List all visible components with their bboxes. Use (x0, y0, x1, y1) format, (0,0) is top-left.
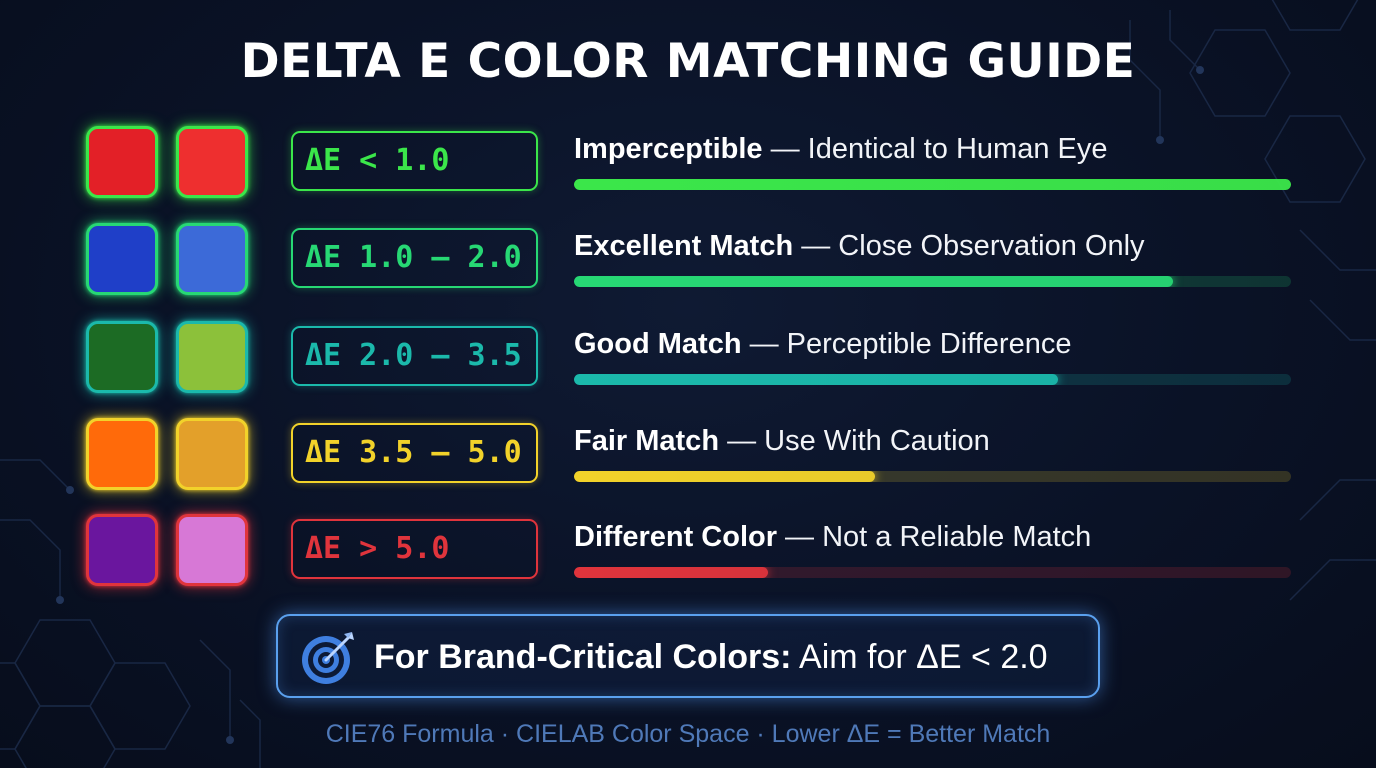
delta-e-range-badge: ΔE < 1.0 (291, 131, 538, 191)
swatch-reference (86, 514, 158, 586)
rating-row-imperceptible: ΔE < 1.0 Imperceptible — Identical to Hu… (0, 126, 1376, 206)
rating-detail: — Use With Caution (719, 425, 990, 457)
footer-note: CIE76 Formula · CIELAB Color Space · Low… (325, 720, 1051, 748)
callout-rest-text: Aim for ΔE < 2.0 (791, 638, 1048, 676)
rating-row-good: ΔE 2.0 – 3.5 Good Match — Perceptible Di… (0, 321, 1376, 401)
rating-bar-fill (574, 567, 768, 578)
rating-bar-fill (574, 471, 876, 482)
rating-row-excellent: ΔE 1.0 – 2.0 Excellent Match — Close Obs… (0, 223, 1376, 303)
rating-detail: — Not a Reliable Match (777, 521, 1092, 553)
callout-text: For Brand-Critical Colors: Aim for ΔE < … (374, 638, 1048, 677)
swatch-sample (176, 321, 248, 393)
rating-detail: — Identical to Human Eye (762, 133, 1108, 165)
swatch-sample (176, 223, 248, 295)
rating-row-fair: ΔE 3.5 – 5.0 Fair Match — Use With Cauti… (0, 418, 1376, 498)
swatch-reference (86, 223, 158, 295)
swatch-reference (86, 321, 158, 393)
rating-bar-track (574, 276, 1291, 287)
swatch-sample (176, 418, 248, 490)
rating-label: Good Match (574, 328, 742, 360)
target-icon (302, 632, 354, 684)
rating-row-different: ΔE > 5.0 Different Color — Not a Reliabl… (0, 514, 1376, 594)
rating-bar-fill (574, 374, 1058, 385)
delta-e-range-badge: ΔE > 5.0 (291, 519, 538, 579)
swatch-reference (86, 418, 158, 490)
rating-detail: — Close Observation Only (793, 230, 1145, 262)
rating-label: Fair Match (574, 425, 720, 457)
rating-bar-track (574, 471, 1291, 482)
swatch-sample (176, 514, 248, 586)
rating-detail: — Perceptible Difference (741, 328, 1072, 360)
rating-label: Different Color (574, 521, 777, 553)
callout-strong-text: For Brand-Critical Colors: (374, 638, 792, 676)
rating-bar-track (574, 567, 1291, 578)
rating-description: Good Match — Perceptible Difference (574, 328, 1071, 361)
delta-e-range-badge: ΔE 1.0 – 2.0 (291, 228, 538, 288)
delta-e-range-badge: ΔE 3.5 – 5.0 (291, 423, 538, 483)
rating-label: Imperceptible (574, 133, 763, 165)
page-title: DELTA E COLOR MATCHING GUIDE (240, 34, 1136, 89)
rating-label: Excellent Match (574, 230, 794, 262)
rating-description: Fair Match — Use With Caution (574, 425, 990, 458)
rating-bar-track (574, 179, 1291, 190)
rating-description: Imperceptible — Identical to Human Eye (574, 133, 1108, 166)
swatch-sample (176, 126, 248, 198)
rating-bar-fill (574, 179, 1291, 190)
brand-critical-callout: For Brand-Critical Colors: Aim for ΔE < … (276, 614, 1100, 698)
delta-e-range-badge: ΔE 2.0 – 3.5 (291, 326, 538, 386)
rating-bar-track (574, 374, 1291, 385)
rating-description: Excellent Match — Close Observation Only (574, 230, 1145, 263)
swatch-reference (86, 126, 158, 198)
rating-bar-fill (574, 276, 1173, 287)
rating-description: Different Color — Not a Reliable Match (574, 521, 1091, 554)
